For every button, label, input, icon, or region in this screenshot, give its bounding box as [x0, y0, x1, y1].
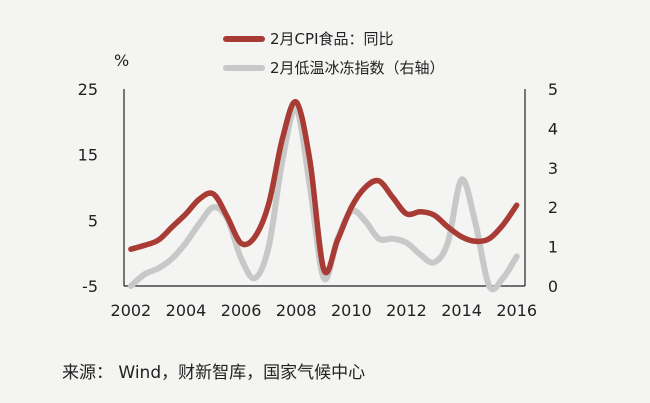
- series-freeze-index-line: [127, 105, 520, 293]
- left-axis-unit: %: [114, 51, 129, 70]
- left-y-tick-label: 25: [78, 80, 98, 99]
- right-y-tick-label: 3: [548, 159, 558, 178]
- legend: 2月CPI食品：同比 2月低温冰冻指数（右轴）: [223, 30, 445, 77]
- left-y-tick-label: 15: [78, 146, 98, 165]
- right-y-tick-label: 1: [548, 238, 558, 257]
- left-axis-ticks: 25 15 5 -5: [78, 80, 98, 296]
- source-note: 来源： Wind，财新智库，国家气候中心: [62, 363, 366, 383]
- left-y-tick-label: 5: [88, 211, 98, 230]
- x-tick-label: 2016: [496, 301, 537, 320]
- legend-label-cpi: 2月CPI食品：同比: [270, 30, 394, 48]
- axes: [123, 89, 526, 287]
- right-y-tick-label: 5: [548, 80, 558, 99]
- x-tick-label: 2002: [111, 301, 152, 320]
- x-tick-label: 2004: [166, 301, 207, 320]
- left-y-tick-label: -5: [82, 277, 98, 296]
- right-y-tick-label: 2: [548, 198, 558, 217]
- series-layer: [127, 99, 520, 293]
- right-axis-ticks: 5 4 3 2 1 0: [548, 80, 558, 296]
- x-tick-label: 2008: [276, 301, 317, 320]
- x-tick-label: 2014: [441, 301, 482, 320]
- x-axis-ticks: 2002 2004 2006 2008 2010 2012 2014 2016: [111, 301, 538, 320]
- right-y-tick-label: 0: [548, 277, 558, 296]
- series-cpi-food-line: [128, 99, 520, 276]
- right-y-tick-label: 4: [548, 119, 558, 138]
- x-tick-label: 2006: [221, 301, 262, 320]
- legend-label-freeze-index: 2月低温冰冻指数（右轴）: [270, 59, 445, 77]
- x-tick-label: 2012: [386, 301, 427, 320]
- x-tick-label: 2010: [331, 301, 372, 320]
